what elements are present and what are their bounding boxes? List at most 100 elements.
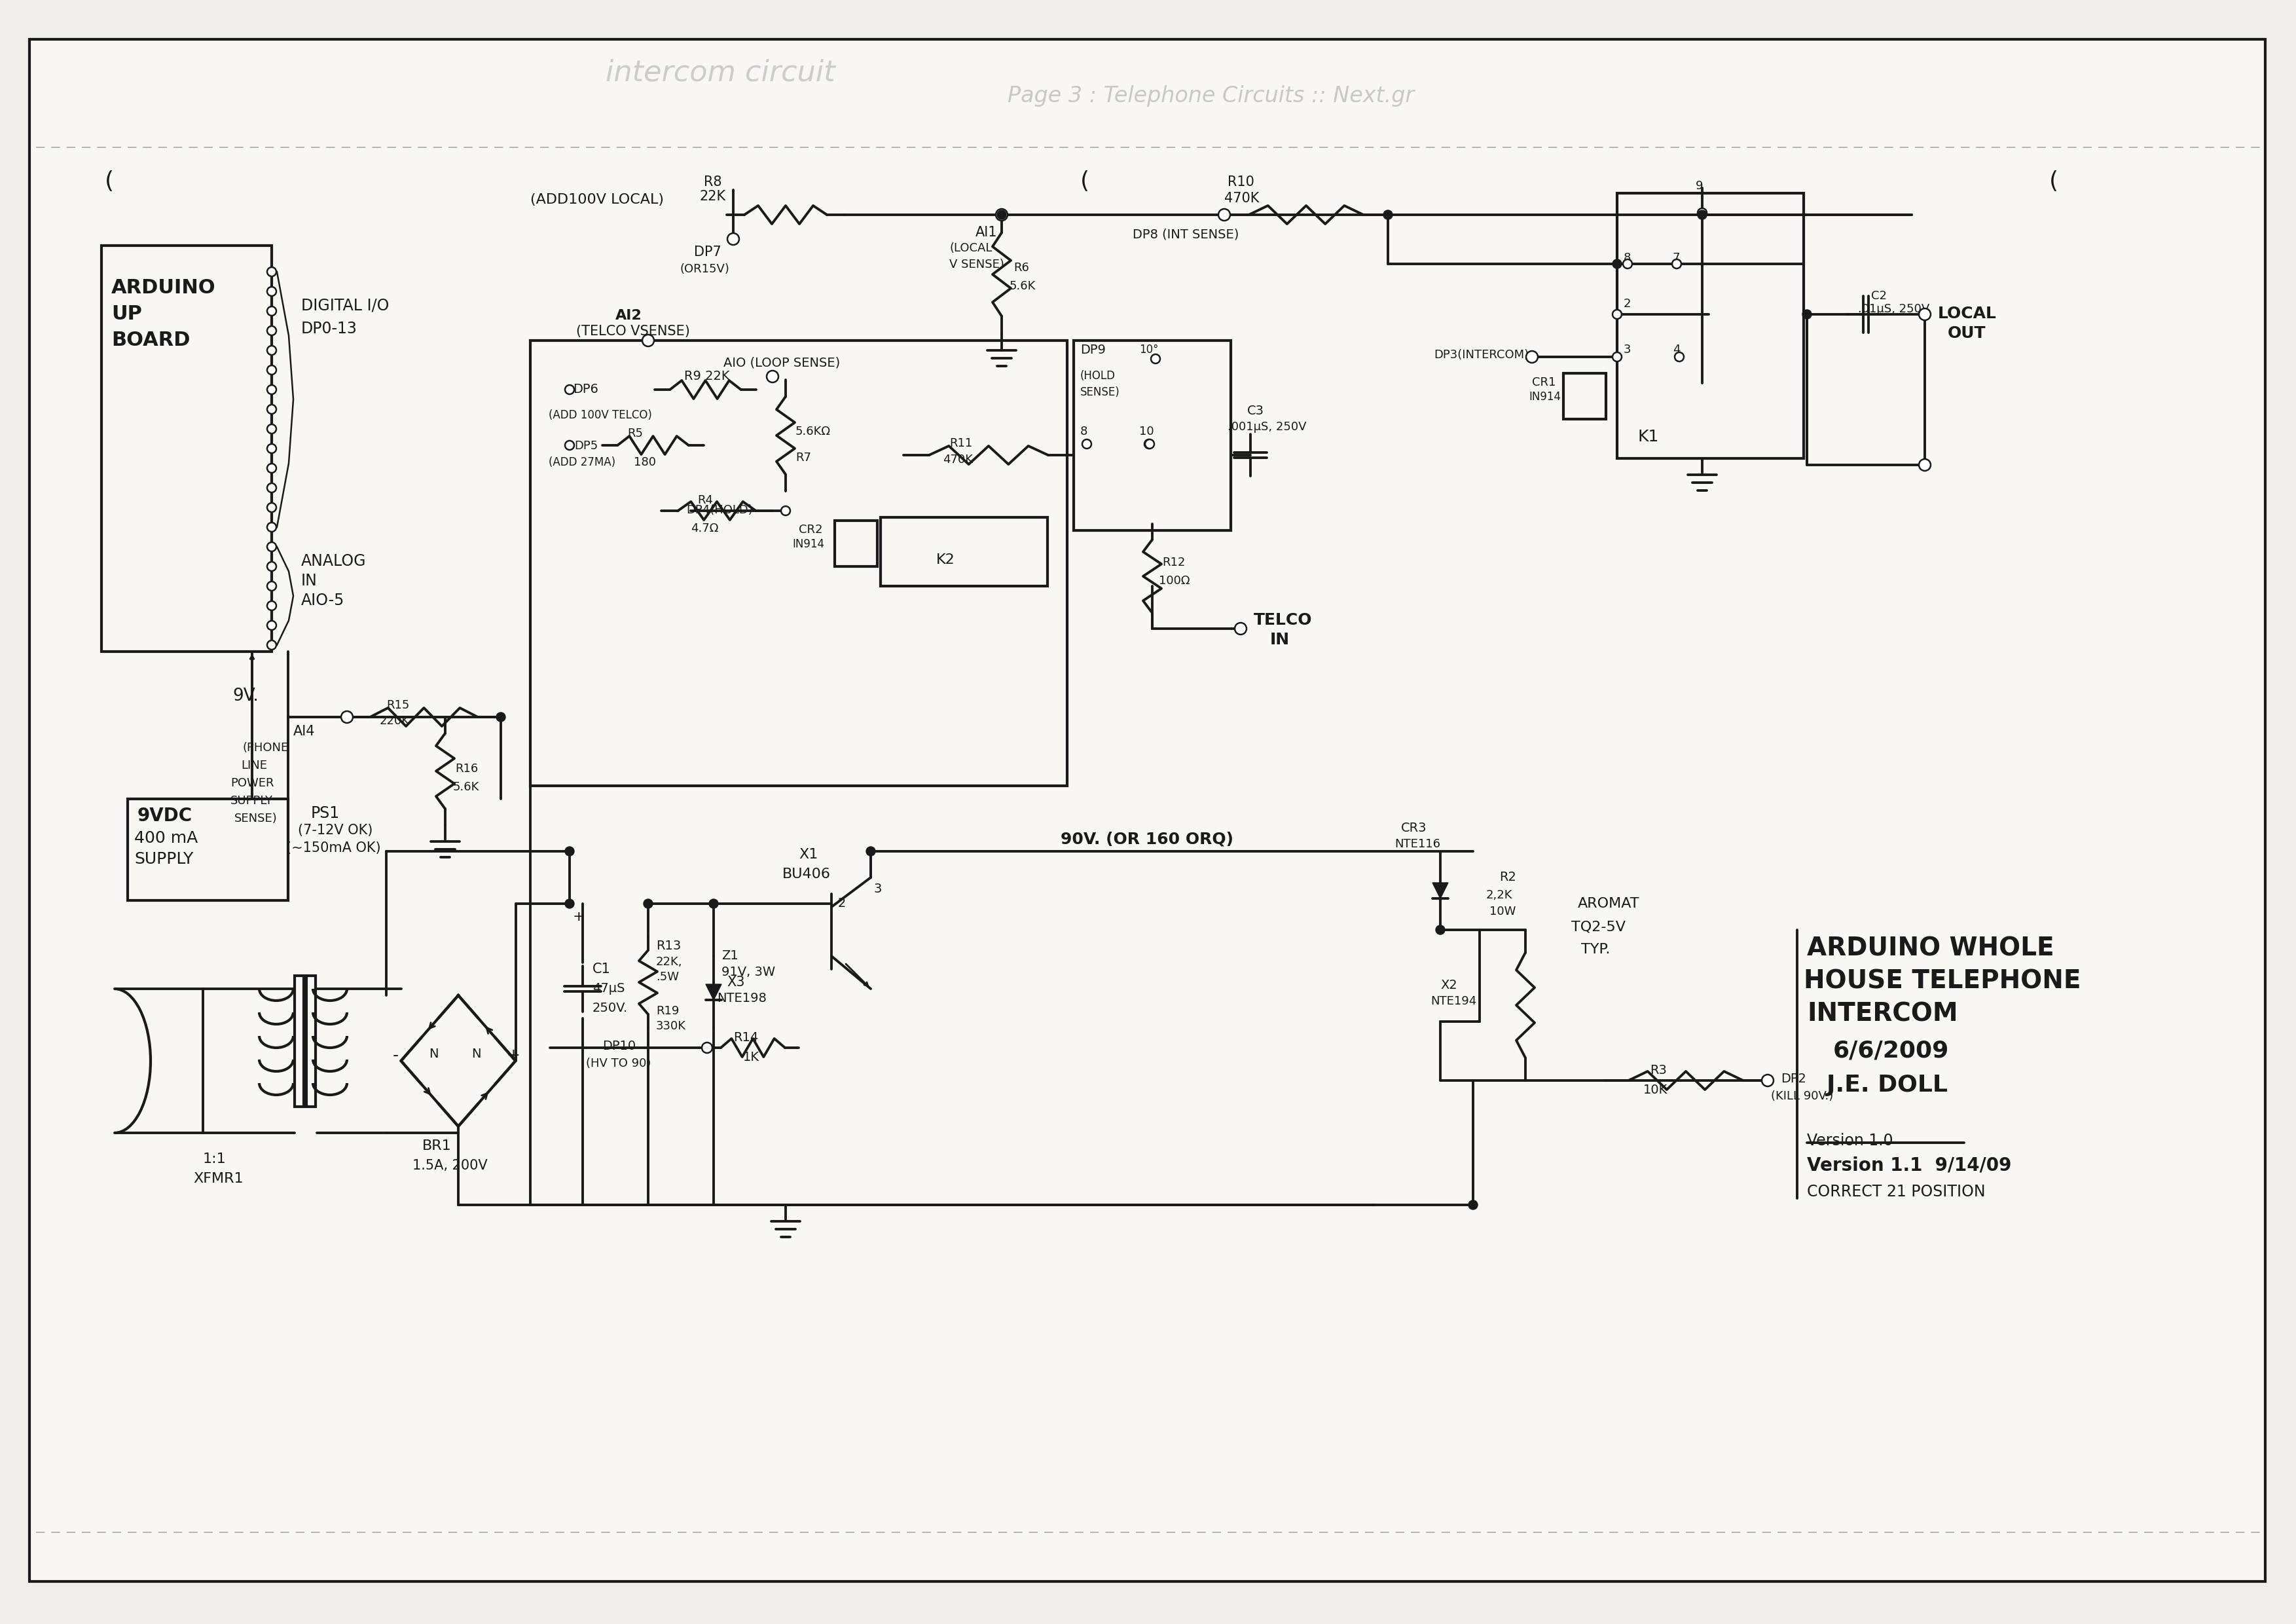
Text: TELCO: TELCO <box>1254 612 1313 628</box>
Text: IN914: IN914 <box>792 538 824 551</box>
Text: 100Ω: 100Ω <box>1159 575 1189 586</box>
Text: 3: 3 <box>1623 344 1630 356</box>
Circle shape <box>266 601 276 611</box>
Text: TQ2-5V: TQ2-5V <box>1570 921 1626 934</box>
Text: C3: C3 <box>1247 404 1265 417</box>
Circle shape <box>1697 208 1706 218</box>
Text: K1: K1 <box>1637 429 1660 445</box>
Circle shape <box>1235 622 1247 635</box>
Text: 9: 9 <box>1697 180 1704 192</box>
Text: 3: 3 <box>875 883 882 895</box>
Text: UP: UP <box>110 305 142 323</box>
Text: N: N <box>471 1047 480 1060</box>
Text: 1:1: 1:1 <box>202 1153 227 1166</box>
Text: (KILL 90V.): (KILL 90V.) <box>1770 1090 1832 1103</box>
Text: LOCAL: LOCAL <box>1938 305 1998 322</box>
Circle shape <box>703 1043 712 1052</box>
Text: NTE116: NTE116 <box>1394 838 1440 849</box>
Text: +: + <box>505 1047 519 1064</box>
Text: (ADD 27MA): (ADD 27MA) <box>549 456 615 468</box>
Polygon shape <box>705 984 721 1000</box>
Circle shape <box>266 365 276 375</box>
Circle shape <box>266 503 276 512</box>
Circle shape <box>266 287 276 296</box>
Text: Version 1.1  9/14/09: Version 1.1 9/14/09 <box>1807 1156 2011 1174</box>
Circle shape <box>1761 1075 1773 1086</box>
Bar <box>294 976 303 1106</box>
Text: (HV TO 90): (HV TO 90) <box>585 1057 652 1069</box>
Circle shape <box>1697 209 1706 219</box>
Bar <box>1564 374 1605 419</box>
Circle shape <box>1527 351 1538 362</box>
Text: 22K,: 22K, <box>657 957 682 968</box>
Text: 470K: 470K <box>1224 192 1258 205</box>
Text: AI1: AI1 <box>976 226 996 239</box>
Text: .001µS, 250V: .001µS, 250V <box>1228 421 1306 434</box>
Text: (~150mA OK): (~150mA OK) <box>287 841 381 854</box>
Circle shape <box>1435 926 1444 934</box>
Circle shape <box>266 307 276 315</box>
Text: SENSE): SENSE) <box>1079 387 1120 398</box>
Text: SENSE): SENSE) <box>234 812 278 825</box>
Circle shape <box>266 484 276 492</box>
Text: 5.6KΩ: 5.6KΩ <box>794 425 831 437</box>
Text: R9 22K: R9 22K <box>684 370 730 382</box>
Circle shape <box>1143 440 1153 448</box>
Text: 250V.: 250V. <box>592 1002 629 1015</box>
Text: 2: 2 <box>838 896 847 909</box>
Text: IN: IN <box>301 573 317 590</box>
Text: DP8 (INT SENSE): DP8 (INT SENSE) <box>1132 227 1240 240</box>
Circle shape <box>266 542 276 552</box>
Circle shape <box>342 711 354 723</box>
Circle shape <box>781 507 790 515</box>
Text: Z1: Z1 <box>721 950 739 961</box>
Circle shape <box>266 385 276 395</box>
Text: N: N <box>429 1047 439 1060</box>
Text: LINE: LINE <box>241 760 266 771</box>
Circle shape <box>1146 440 1155 448</box>
Circle shape <box>996 209 1008 221</box>
Text: 10: 10 <box>1139 425 1155 437</box>
Text: C2: C2 <box>1871 291 1887 302</box>
Circle shape <box>1150 354 1159 364</box>
Text: 5.6K: 5.6K <box>1010 281 1035 292</box>
Text: J.E. DOLL: J.E. DOLL <box>1828 1073 1947 1096</box>
Text: DP7: DP7 <box>693 245 721 258</box>
Text: INTERCOM: INTERCOM <box>1807 1002 1958 1026</box>
Circle shape <box>1612 352 1621 362</box>
Circle shape <box>266 463 276 473</box>
Text: AI4: AI4 <box>294 724 315 737</box>
Text: AROMAT: AROMAT <box>1577 896 1639 909</box>
Circle shape <box>266 346 276 356</box>
Text: AIO-5: AIO-5 <box>301 593 344 609</box>
Text: X1: X1 <box>799 848 817 861</box>
Circle shape <box>1081 440 1091 448</box>
Circle shape <box>266 581 276 591</box>
Text: 4.7Ω: 4.7Ω <box>691 523 719 534</box>
Text: DP4(HOLD): DP4(HOLD) <box>687 503 753 516</box>
Text: TYP.: TYP. <box>1582 944 1609 957</box>
Text: 8: 8 <box>1623 252 1630 263</box>
Text: 1K: 1K <box>744 1051 760 1064</box>
Circle shape <box>1671 260 1681 268</box>
Text: 220K: 220K <box>379 715 411 728</box>
Text: 1.5A, 200V: 1.5A, 200V <box>413 1160 487 1173</box>
Text: SUPPLY: SUPPLY <box>133 851 193 867</box>
Bar <box>530 341 1068 786</box>
Text: 91V, 3W: 91V, 3W <box>721 966 776 978</box>
Bar <box>101 245 271 651</box>
Circle shape <box>266 268 276 276</box>
Circle shape <box>266 523 276 531</box>
Text: 10°: 10° <box>1139 344 1159 356</box>
Text: 6/6/2009: 6/6/2009 <box>1832 1039 1949 1062</box>
Text: 9V.: 9V. <box>232 687 259 705</box>
Text: OUT: OUT <box>1947 325 1986 341</box>
Text: 4: 4 <box>1674 344 1681 356</box>
Circle shape <box>266 326 276 335</box>
Text: DP0-13: DP0-13 <box>301 322 358 336</box>
Text: intercom circuit: intercom circuit <box>606 58 836 88</box>
Text: R5: R5 <box>627 427 643 440</box>
Text: ARDUINO: ARDUINO <box>110 278 216 297</box>
Text: +: + <box>574 909 585 924</box>
Circle shape <box>1674 352 1683 362</box>
